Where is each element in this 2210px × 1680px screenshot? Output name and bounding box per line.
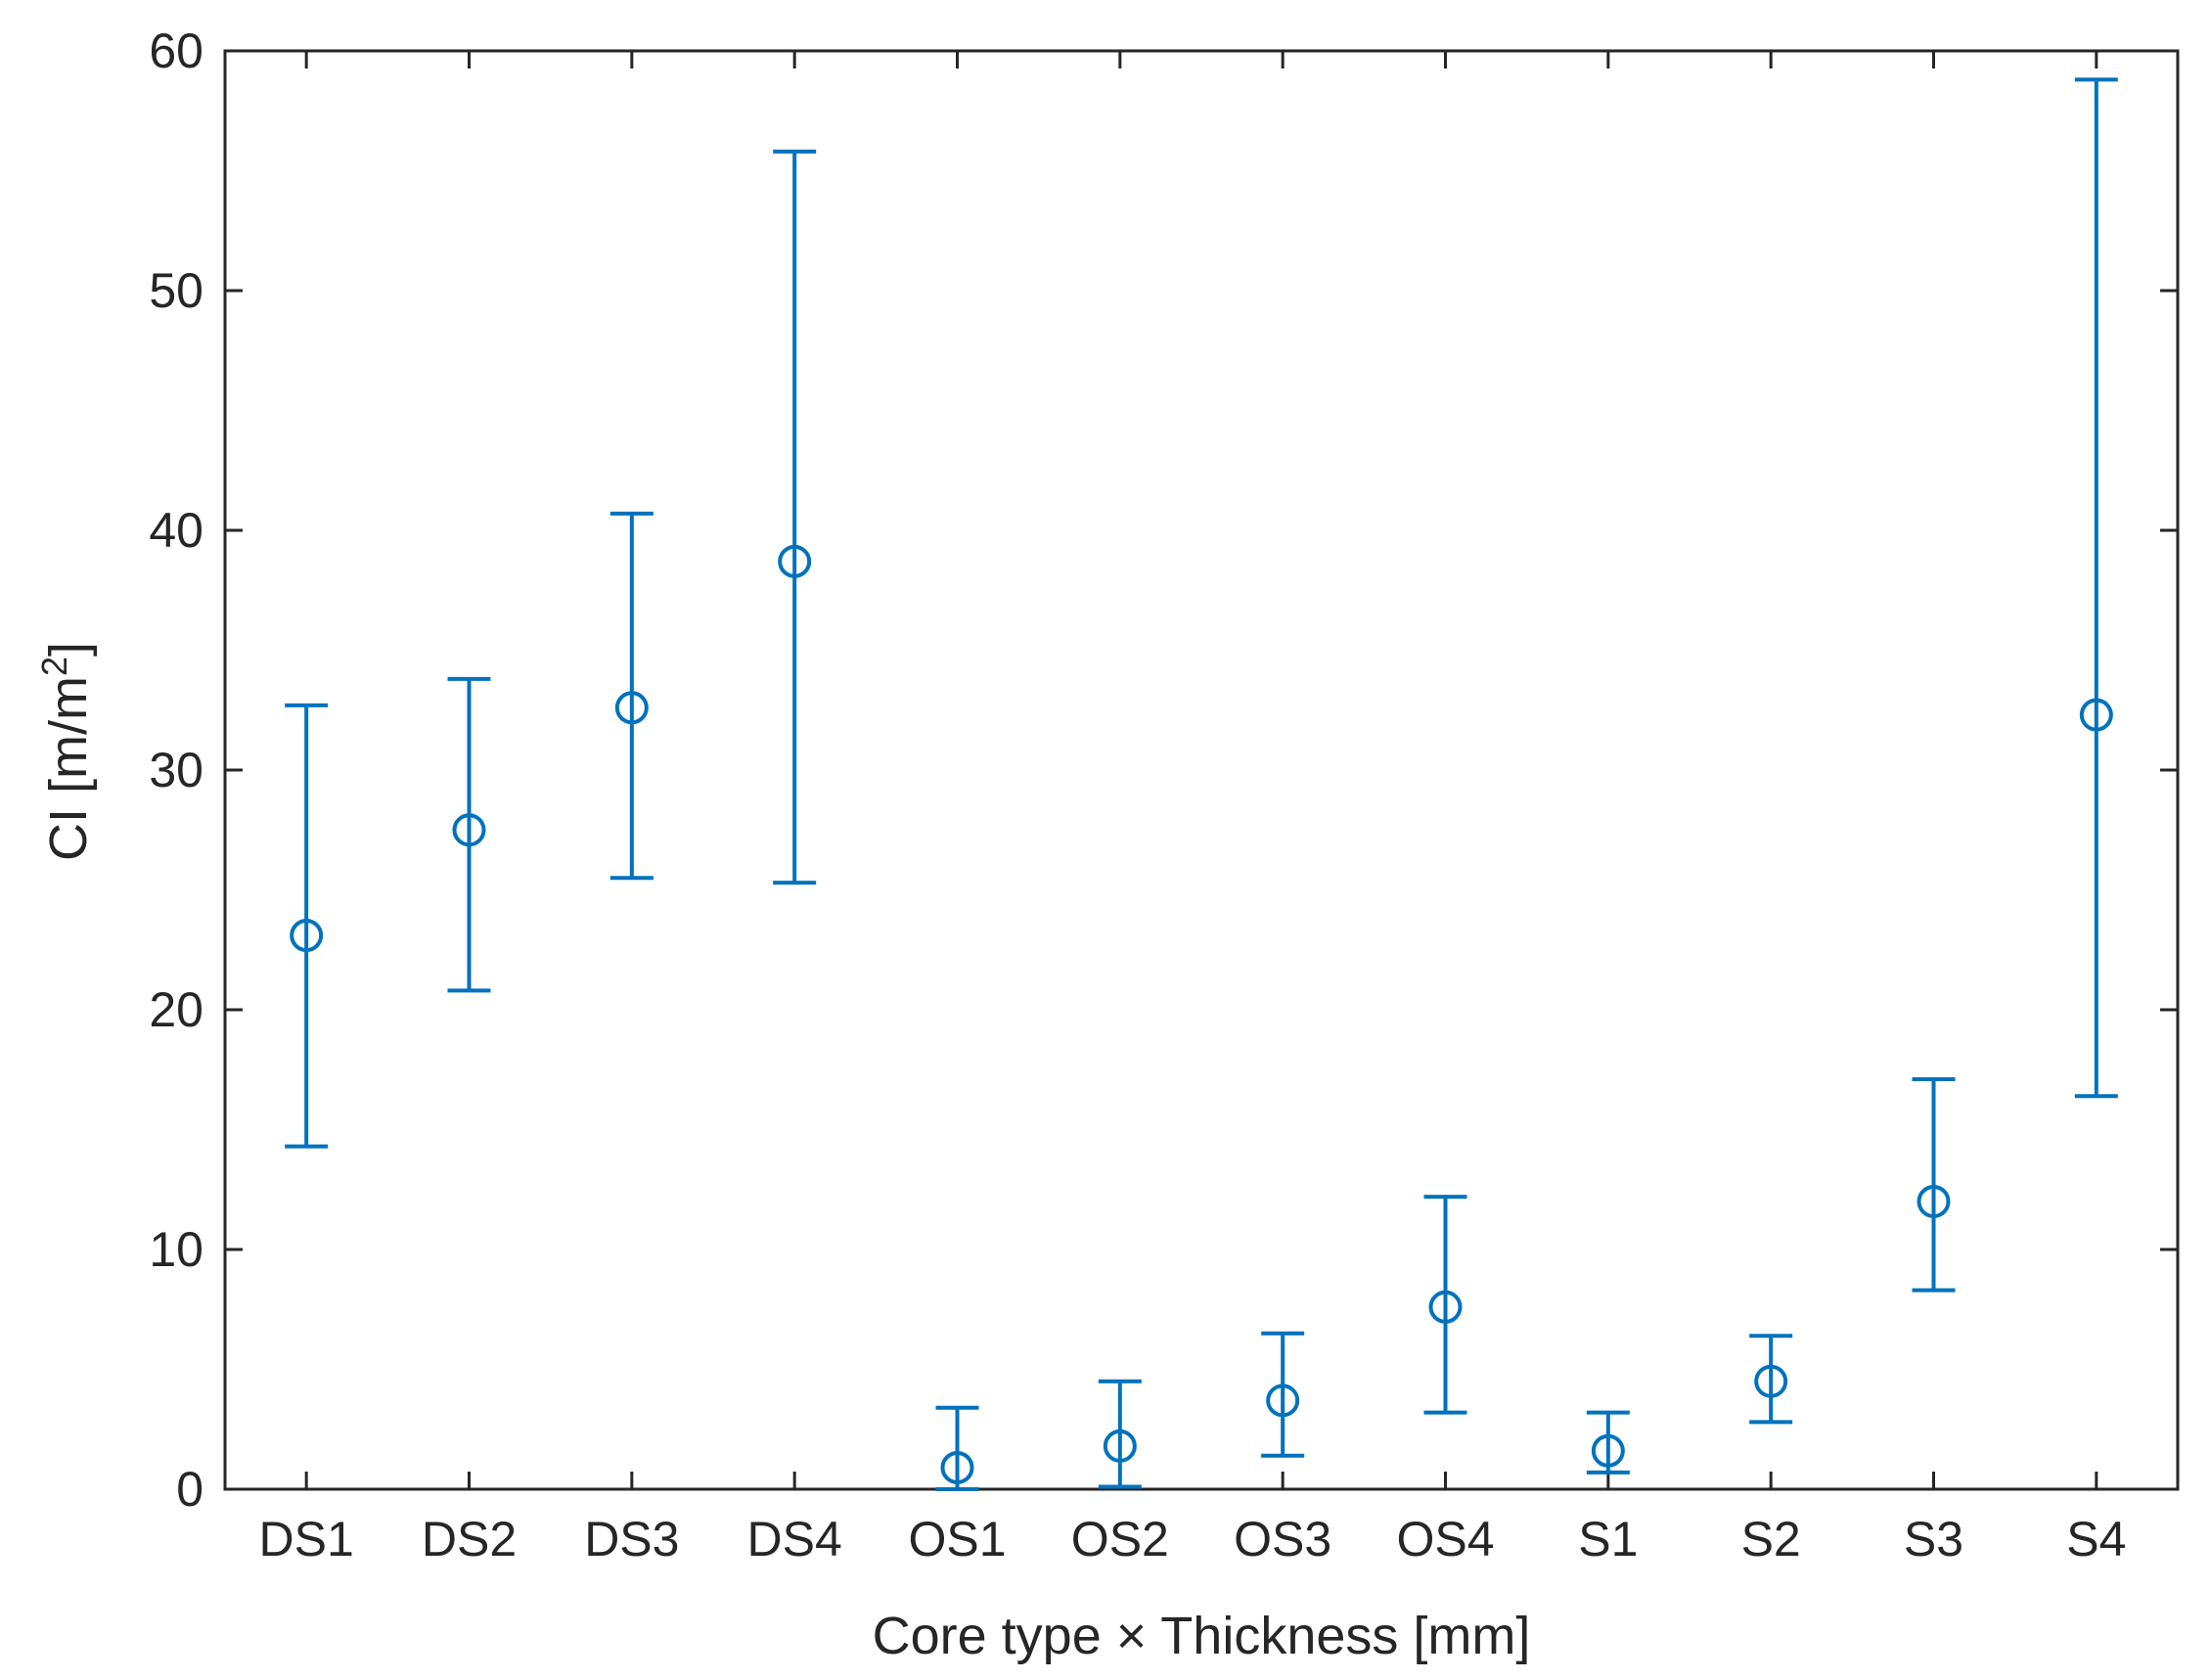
data-point-s2 (1754, 1364, 1788, 1398)
x-tick-label: S2 (1741, 1512, 1801, 1566)
data-point-s1 (1591, 1433, 1625, 1468)
y-tick-label: 20 (149, 982, 203, 1037)
y-tick-label: 40 (149, 503, 203, 558)
x-tick-label: OS4 (1396, 1512, 1494, 1566)
data-point-os4 (1428, 1290, 1463, 1324)
x-axis-label: Core type × Thickness [mm] (873, 1607, 1531, 1665)
y-tick-label: 30 (149, 743, 203, 797)
data-point-ds1 (290, 919, 324, 953)
y-tick-label: 0 (176, 1462, 203, 1517)
x-tick-label: DS3 (584, 1512, 679, 1566)
x-tick-label: S3 (1904, 1512, 1963, 1566)
y-axis-label: CI [m/m2] (34, 642, 98, 861)
x-tick-label: DS1 (259, 1512, 354, 1566)
y-axis-label-superscript: 2 (34, 657, 74, 676)
data-point-os2 (1103, 1429, 1137, 1463)
data-point-s4 (2079, 698, 2113, 732)
data-point-ds4 (778, 544, 812, 578)
x-tick-label: DS2 (422, 1512, 517, 1566)
y-tick-label: 10 (149, 1222, 203, 1277)
y-axis-label-close: ] (39, 642, 98, 657)
y-tick-label: 50 (149, 263, 203, 318)
data-point-ds3 (614, 691, 649, 725)
x-tick-label: OS3 (1234, 1512, 1331, 1566)
x-tick-label: DS4 (747, 1512, 842, 1566)
x-tick-label: OS1 (908, 1512, 1006, 1566)
y-tick-label: 60 (149, 23, 203, 78)
data-point-os3 (1266, 1384, 1300, 1418)
data-point-s3 (1917, 1185, 1951, 1218)
data-point-ds2 (452, 813, 486, 847)
plot-area-frame (223, 49, 2180, 1491)
data-point-os1 (940, 1450, 974, 1484)
x-tick-label: S1 (1578, 1512, 1638, 1566)
y-axis-label-text: CI [m/m (39, 676, 98, 861)
x-tick-label: S4 (2066, 1512, 2126, 1566)
x-tick-label: OS2 (1071, 1512, 1169, 1566)
